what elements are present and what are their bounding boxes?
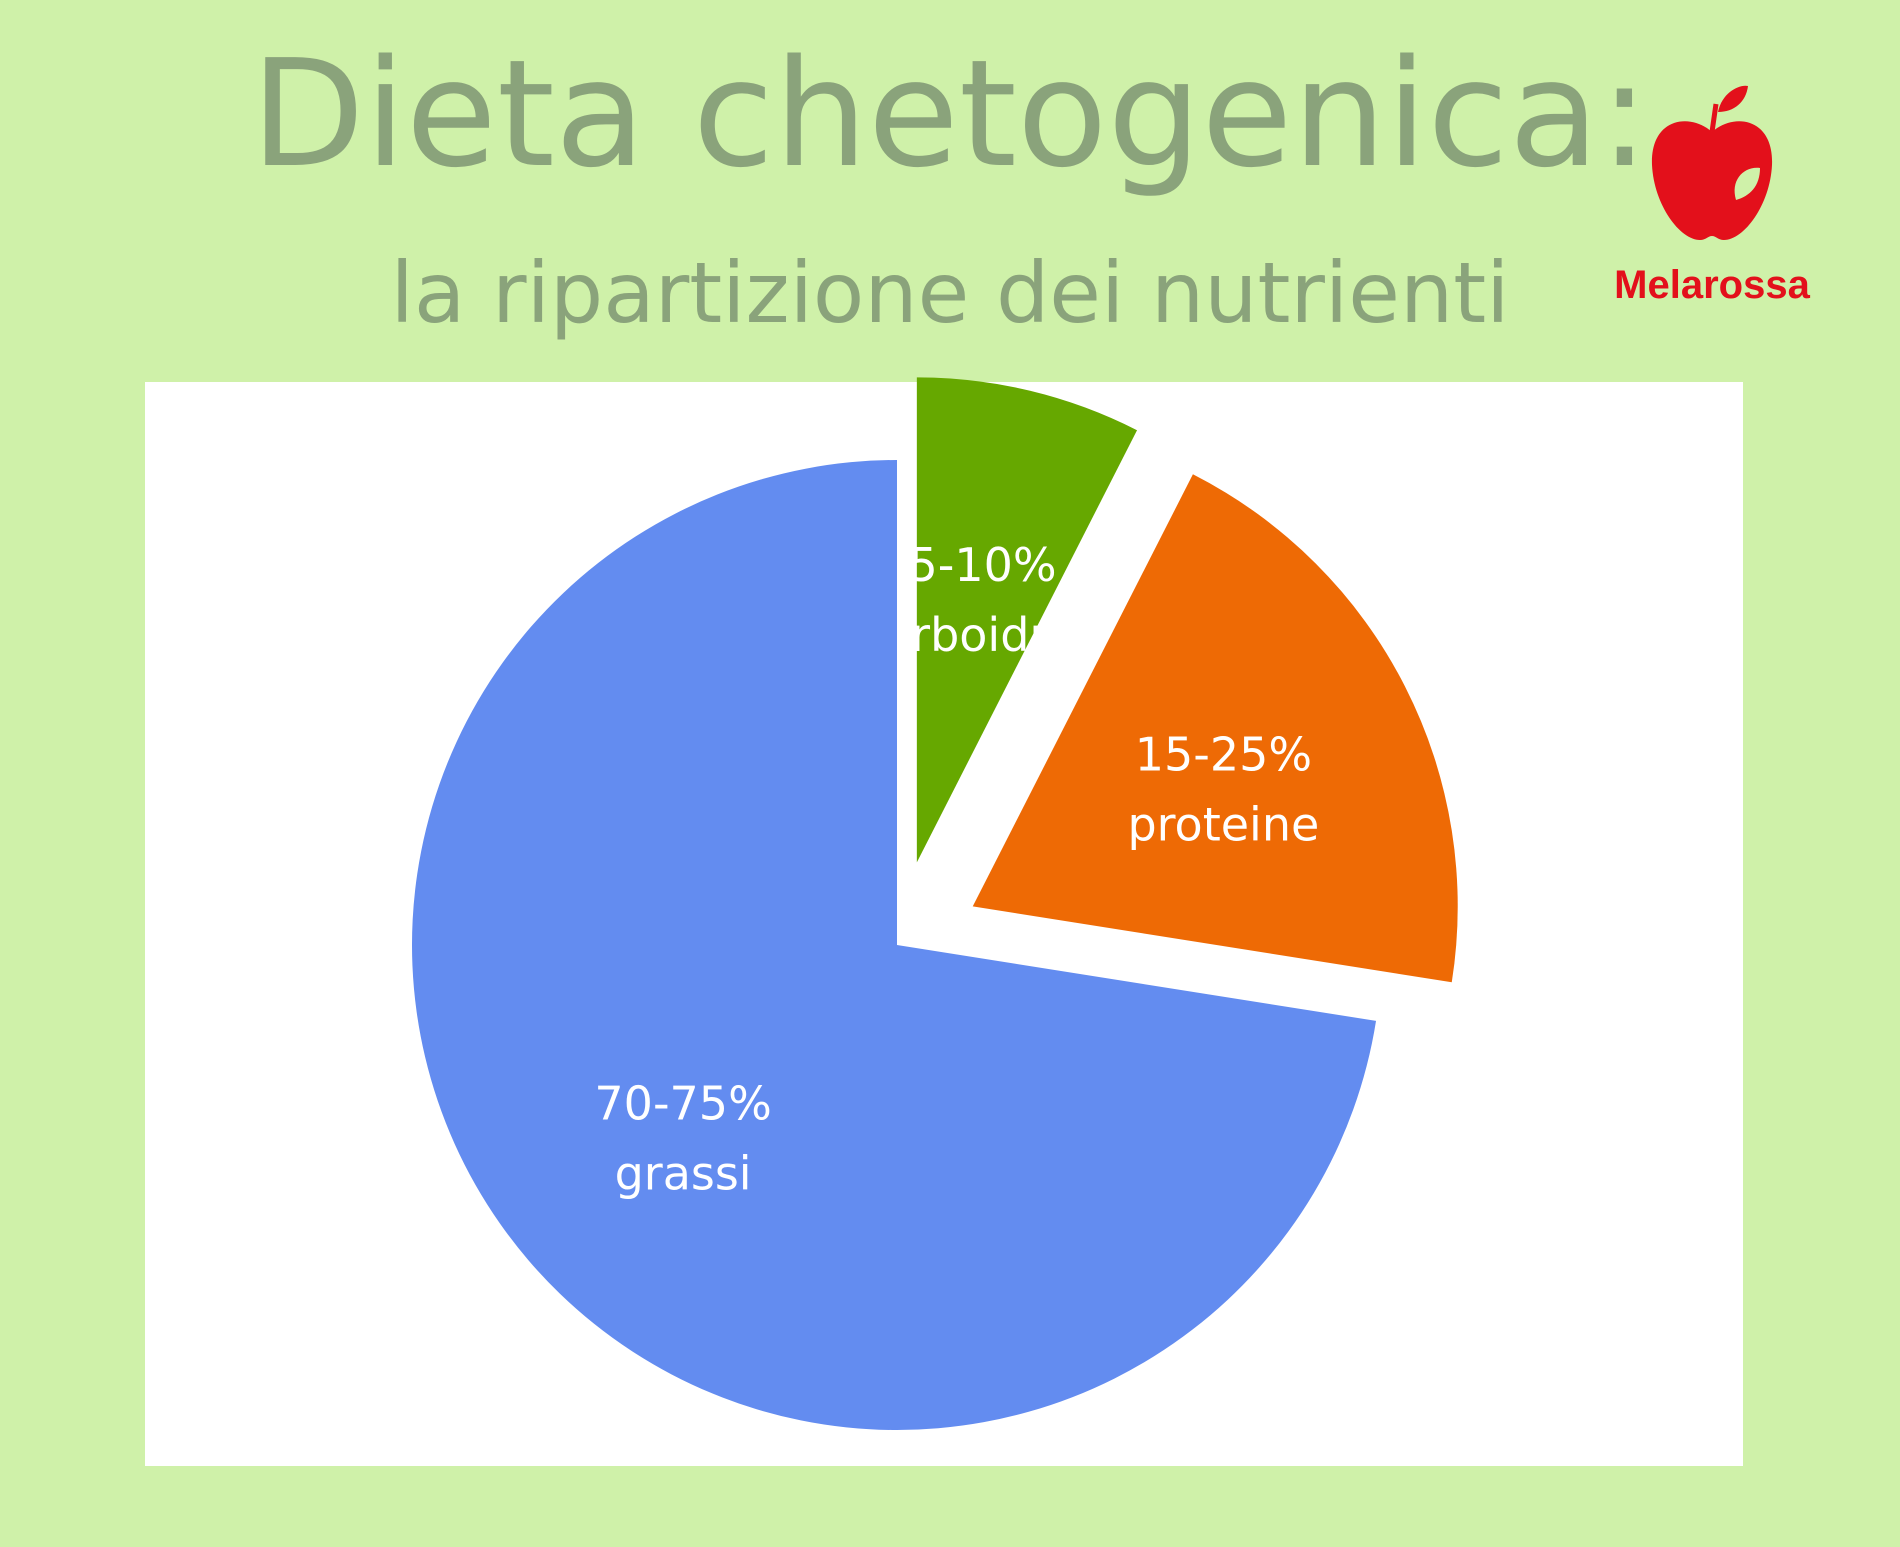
- logo: Melarossa: [1614, 85, 1811, 307]
- logo-apple: [1651, 121, 1773, 240]
- pie-slice: [916, 377, 1138, 863]
- logo-bite: [1734, 167, 1760, 200]
- slice-category-label: carboidrati: [858, 608, 1108, 662]
- slice-value-label: 70-75%: [594, 1077, 771, 1131]
- pie-slice: [412, 460, 1377, 1430]
- slice-category-label: proteine: [1127, 798, 1319, 852]
- slice-value-label: 15-25%: [1135, 728, 1312, 782]
- chart-subtitle: la ripartizione dei nutrienti: [391, 244, 1510, 342]
- logo-stem: [1709, 103, 1719, 133]
- pie: 5-10% carboidrati 15-25% proteine 70-75% gras…: [412, 377, 1458, 1430]
- logo-text: Melarossa: [1614, 263, 1810, 307]
- chart-title: Dieta chetogenica:: [251, 28, 1650, 200]
- slice-value-label: 5-10%: [908, 538, 1056, 592]
- pie-slice: [972, 474, 1458, 983]
- slice-category-label: grassi: [615, 1147, 752, 1201]
- logo-leaf: [1718, 85, 1748, 112]
